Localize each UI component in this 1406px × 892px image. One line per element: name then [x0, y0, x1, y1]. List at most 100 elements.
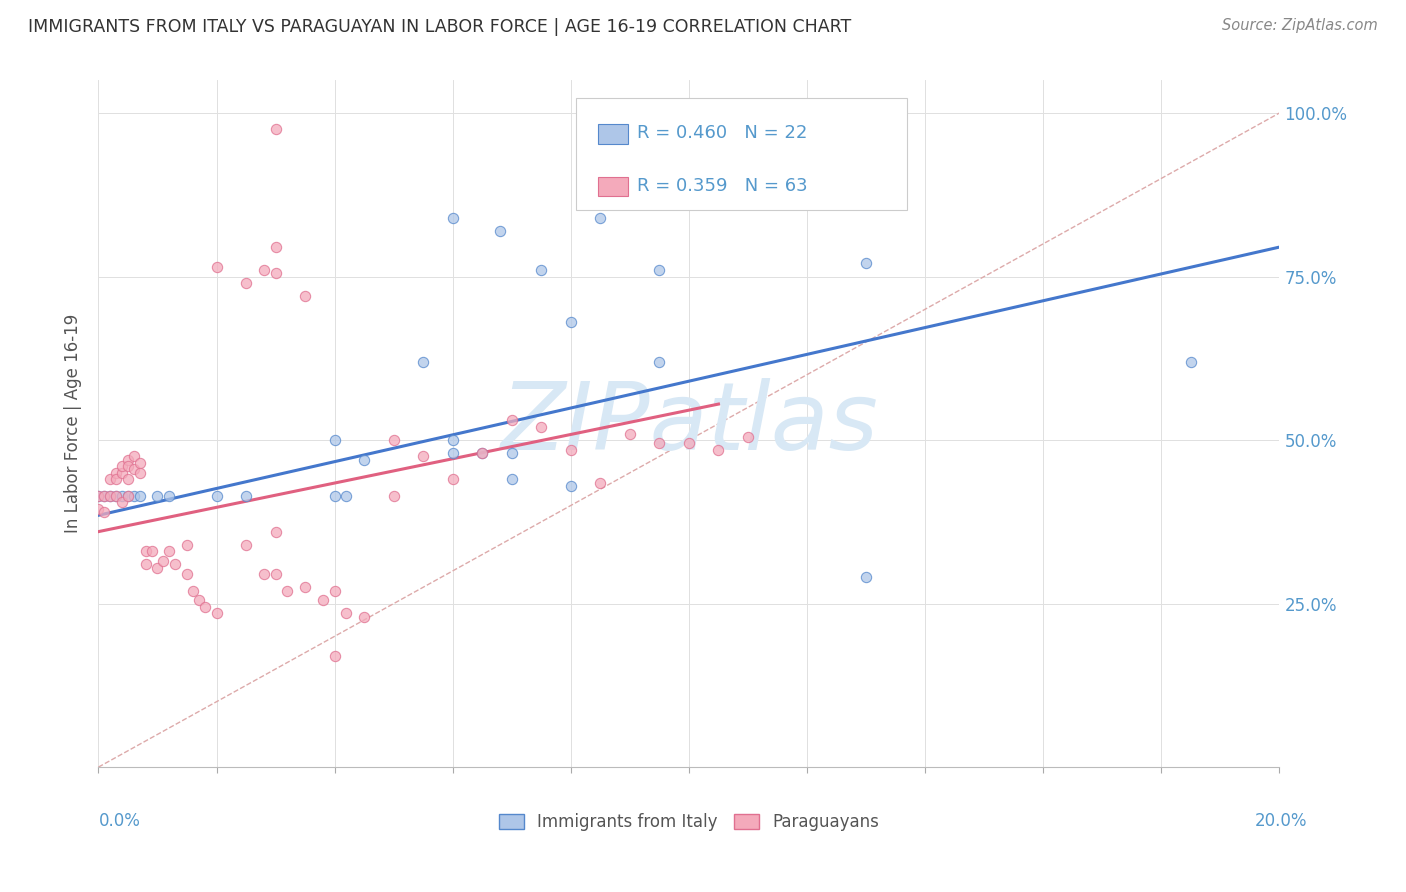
Point [253, 567, 276, 582]
Point [501, 472, 523, 486]
Point [530, 420, 553, 434]
Point [441, 472, 464, 486]
Point [560, 315, 582, 329]
Point [152, 554, 174, 568]
Point [648, 263, 671, 277]
Point [323, 648, 346, 663]
Point [382, 433, 405, 447]
Point [530, 263, 553, 277]
Text: ZIPatlas: ZIPatlas [501, 378, 877, 469]
Point [187, 593, 209, 607]
Text: R = 0.460   N = 22: R = 0.460 N = 22 [637, 124, 807, 142]
Point [105, 472, 128, 486]
Point [205, 607, 228, 621]
Point [146, 560, 169, 574]
Point [93, 505, 115, 519]
Point [117, 472, 139, 486]
Point [648, 354, 671, 368]
Point [737, 430, 759, 444]
Point [105, 489, 128, 503]
Text: IMMIGRANTS FROM ITALY VS PARAGUAYAN IN LABOR FORCE | AGE 16-19 CORRELATION CHART: IMMIGRANTS FROM ITALY VS PARAGUAYAN IN L… [28, 18, 852, 36]
Point [205, 489, 228, 503]
Point [441, 433, 464, 447]
Point [276, 583, 298, 598]
Point [157, 489, 180, 503]
Point [264, 524, 287, 539]
Point [707, 442, 730, 457]
Point [294, 289, 316, 303]
Point [87, 489, 110, 503]
Point [176, 567, 198, 582]
Point [205, 260, 228, 274]
Point [135, 558, 157, 572]
Point [111, 466, 134, 480]
Point [1180, 354, 1202, 368]
Point [181, 583, 204, 598]
Point [98, 472, 121, 486]
Point [93, 489, 115, 503]
Point [264, 567, 287, 582]
Point [312, 593, 335, 607]
Point [264, 240, 287, 254]
Point [855, 570, 877, 584]
Point [157, 544, 180, 558]
Point [501, 446, 523, 460]
Point [323, 489, 346, 503]
Point [471, 446, 494, 460]
Text: R = 0.359   N = 63: R = 0.359 N = 63 [637, 178, 807, 195]
Point [117, 452, 139, 467]
Point [353, 609, 375, 624]
Point [98, 489, 121, 503]
Point [560, 479, 582, 493]
Legend: Immigrants from Italy, Paraguayans: Immigrants from Italy, Paraguayans [492, 806, 886, 838]
Point [87, 501, 110, 516]
Point [194, 599, 217, 614]
Point [111, 495, 134, 509]
Point [412, 450, 434, 464]
Point [855, 256, 877, 270]
Point [128, 466, 150, 480]
Point [235, 276, 257, 290]
Text: 20.0%: 20.0% [1256, 812, 1308, 830]
Point [489, 224, 512, 238]
Text: 0.0%: 0.0% [98, 812, 141, 830]
Point [253, 263, 276, 277]
Point [294, 580, 316, 594]
Point [648, 436, 671, 450]
Point [122, 450, 145, 464]
Text: Source: ZipAtlas.com: Source: ZipAtlas.com [1222, 18, 1378, 33]
Point [441, 211, 464, 225]
Point [122, 462, 145, 476]
Point [589, 211, 612, 225]
Point [335, 607, 357, 621]
Point [235, 538, 257, 552]
Point [619, 426, 641, 441]
Point [678, 436, 700, 450]
Point [111, 489, 134, 503]
Point [105, 466, 128, 480]
Point [117, 489, 139, 503]
Point [122, 489, 145, 503]
Point [165, 558, 187, 572]
Point [176, 538, 198, 552]
Point [471, 446, 494, 460]
Point [323, 583, 346, 598]
Point [128, 489, 150, 503]
Point [353, 452, 375, 467]
Point [235, 489, 257, 503]
Point [264, 266, 287, 280]
Point [117, 459, 139, 474]
Point [382, 489, 405, 503]
Point [87, 489, 110, 503]
Point [93, 489, 115, 503]
Point [264, 122, 287, 136]
Point [501, 413, 523, 427]
Y-axis label: In Labor Force | Age 16-19: In Labor Force | Age 16-19 [65, 314, 83, 533]
Point [560, 442, 582, 457]
Point [589, 475, 612, 490]
Point [323, 433, 346, 447]
Point [335, 489, 357, 503]
Point [146, 489, 169, 503]
Point [128, 456, 150, 470]
Point [111, 459, 134, 474]
